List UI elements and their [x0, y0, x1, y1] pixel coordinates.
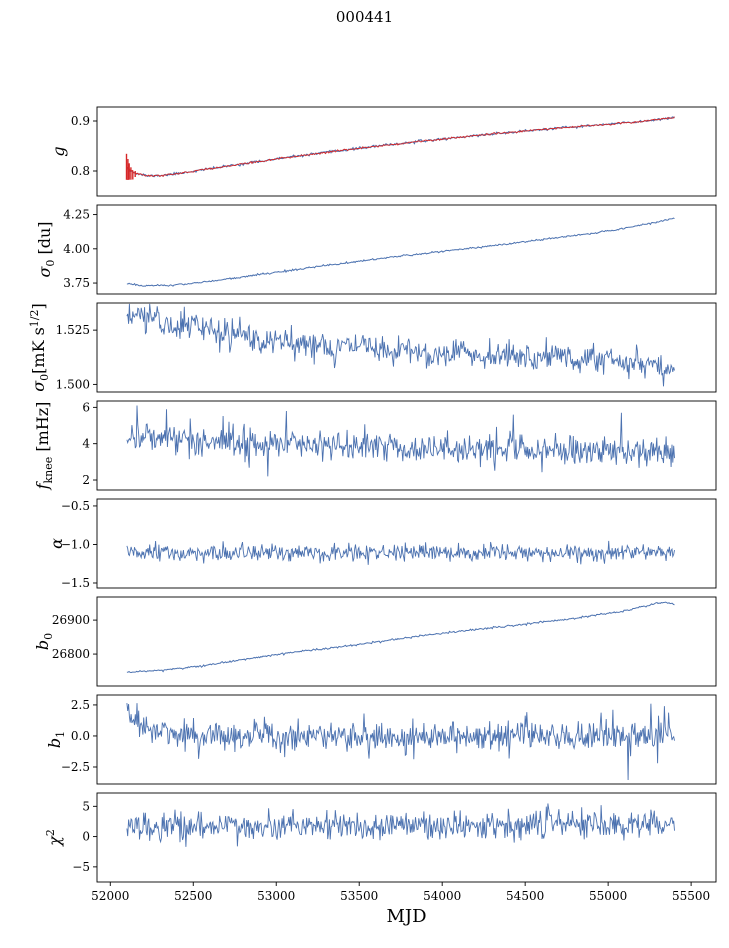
y-axis-label-chi2: χ2 [44, 829, 64, 847]
y-tick-label: 0 [82, 830, 90, 844]
panel-alpha: −1.5 −1.0 −0.5 α [47, 498, 717, 590]
y-tick-label: 1.500 [56, 377, 90, 391]
panel-b0-series [126, 601, 675, 674]
y-tick-label: 0.8 [71, 164, 90, 178]
panel-chi2-frame [96, 792, 717, 883]
y-axis-label-b0: b0 [33, 633, 55, 650]
panel-alpha-series [126, 540, 675, 565]
y-tick-label: 6 [82, 400, 90, 414]
panel-g: 0.8 0.9 g [49, 106, 717, 197]
y-axis-label-sigma0-mK: σ0[mK s1/2] [28, 303, 51, 392]
y-tick-label: −5 [72, 860, 90, 874]
x-tick-label: 54000 [423, 889, 461, 903]
panel-b0: 26800 26900 b0 [33, 596, 717, 687]
y-tick-label: 2.5 [71, 698, 90, 712]
panel-fknee-series [126, 405, 675, 477]
panel-alpha-frame [96, 498, 717, 589]
panel-g-frame [96, 106, 717, 197]
y-tick-label: −0.5 [61, 499, 90, 513]
panel-fknee-frame [96, 400, 717, 491]
series-b0 [126, 601, 675, 674]
y-tick-label: 5 [82, 799, 90, 813]
panel-chi2: −5 0 5 χ2 [44, 792, 717, 883]
panel-b1-series [126, 703, 675, 781]
y-tick-label: 4.00 [63, 242, 90, 256]
panel-sigma0-mK: 1.500 1.525 σ0[mK s1/2] [28, 302, 717, 393]
panel-b1: −2.5 0.0 2.5 b1 [45, 694, 717, 785]
series-chi2 [126, 803, 675, 847]
y-axis-label-g: g [49, 146, 68, 156]
y-tick-label: 26800 [52, 647, 90, 661]
panel-b0-frame [96, 596, 717, 687]
x-tick-label: 53000 [257, 889, 295, 903]
y-tick-label: −1.0 [61, 537, 90, 551]
figure-title: 000441 [335, 8, 394, 26]
series-alpha [126, 540, 675, 565]
x-tick-label: 52500 [174, 889, 212, 903]
series-gain-fit [126, 116, 675, 178]
y-tick-label: −1.5 [61, 576, 90, 590]
y-axis-label-fknee: fknee [mHz] [33, 402, 55, 491]
y-axis-label-b1: b1 [45, 731, 67, 748]
y-tick-label: 0.9 [71, 114, 90, 128]
panel-sigma0-mK-frame [96, 302, 717, 393]
panel-b1-frame [96, 694, 717, 785]
panel-fknee: 2 4 6 fknee [mHz] [33, 400, 717, 491]
series-b1 [126, 703, 675, 781]
y-tick-label: 26900 [52, 613, 90, 627]
panel-sigma0-mK-series [126, 303, 675, 387]
y-tick-label: 3.75 [63, 276, 90, 290]
panel-sigma0-du: 3.75 4.00 4.25 σ0 [du] [35, 204, 717, 295]
y-axis-label-sigma0-du: σ0 [du] [35, 221, 57, 277]
x-tick-label: 55500 [672, 889, 710, 903]
y-tick-label: 0.0 [71, 729, 90, 743]
y-axis-label-alpha: α [47, 538, 66, 549]
x-tick-label: 52000 [91, 889, 129, 903]
x-tick-label: 55000 [589, 889, 627, 903]
series-sigma0-du [126, 217, 675, 287]
panel-chi2-series [126, 803, 675, 847]
panel-g-series [125, 116, 675, 180]
x-axis-label: MJD [386, 906, 427, 927]
y-tick-label: −2.5 [61, 760, 90, 774]
y-tick-label: 4.25 [63, 208, 90, 222]
panel-sigma0-du-series [126, 217, 675, 287]
series-sigma0-mK [126, 303, 675, 387]
x-tick-label: 53500 [340, 889, 378, 903]
x-tick-label: 54500 [506, 889, 544, 903]
y-tick-label: 2 [82, 473, 90, 487]
panel-sigma0-du-frame [96, 204, 717, 295]
series-fknee [126, 405, 675, 477]
y-tick-label: 4 [82, 437, 90, 451]
y-tick-label: 1.525 [56, 323, 90, 337]
